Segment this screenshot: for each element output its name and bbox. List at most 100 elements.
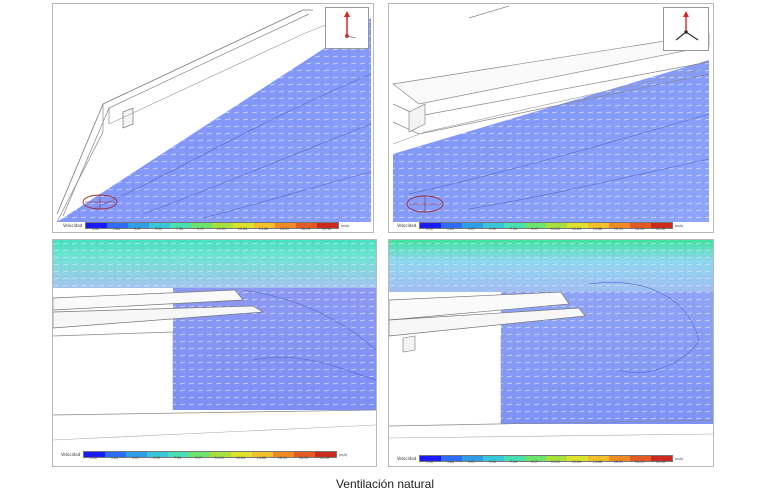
axis-gizmo-icon[interactable] xyxy=(663,7,709,51)
legend-unit: (m/s) xyxy=(339,452,348,457)
legend-swatch xyxy=(233,223,254,228)
legend-tick-label: 14.68 xyxy=(258,227,269,231)
legend-tick-label: 0.00 xyxy=(91,227,100,231)
legend-swatch xyxy=(149,223,170,228)
legend-tick-label: 12.84 xyxy=(571,460,582,464)
legend-swatch xyxy=(483,456,504,461)
legend-unit: (m/s) xyxy=(675,456,684,461)
legend-swatch xyxy=(273,452,294,457)
legend-swatch xyxy=(546,456,567,461)
legend-tick-label: 5.50 xyxy=(152,456,161,460)
legend-unit: (m/s) xyxy=(341,223,350,228)
legend-swatch xyxy=(462,223,483,228)
legend-swatch xyxy=(546,223,567,228)
velocity-legend: Velocidad (m/s) 0.00 1.84 3.67 5.50 7.34 9.17… xyxy=(397,454,703,464)
legend-tick-label: 1.84 xyxy=(110,456,119,460)
legend-swatch xyxy=(231,452,252,457)
legend-colorbar xyxy=(419,455,673,462)
legend-tick-label: 12.84 xyxy=(237,227,248,231)
legend-tick-label: 11.01 xyxy=(216,227,227,231)
legend-tick-label: 0.00 xyxy=(425,227,434,231)
legend-tick-label: 20.18 xyxy=(655,460,666,464)
legend-tick-label: 9.17 xyxy=(530,227,539,231)
legend-swatch xyxy=(420,456,441,461)
legend-tick-label: 3.67 xyxy=(467,227,476,231)
legend-swatch xyxy=(441,456,462,461)
legend-swatch xyxy=(462,456,483,461)
legend-tick-label: 9.17 xyxy=(196,227,205,231)
legend-swatch xyxy=(567,223,588,228)
legend-swatch xyxy=(84,452,105,457)
legend-tick-label: 5.50 xyxy=(488,460,497,464)
legend-label: Velocidad xyxy=(397,456,417,461)
legend-tick-label: 0.00 xyxy=(89,456,98,460)
legend-swatch xyxy=(170,223,191,228)
legend-swatch xyxy=(630,223,651,228)
legend-tick-label: 11.01 xyxy=(550,227,561,231)
legend-swatch xyxy=(525,223,546,228)
legend-swatch xyxy=(105,452,126,457)
legend-swatch xyxy=(189,452,210,457)
cfd-view-bottom-left: Velocidad (m/s) 0.00 1.84 3.67 5.50 7.34 9.17… xyxy=(52,239,377,467)
legend-swatch xyxy=(630,456,651,461)
legend-tick-label: 18.34 xyxy=(634,227,645,231)
legend-swatch xyxy=(107,223,128,228)
legend-tick-label: 18.34 xyxy=(298,456,309,460)
legend-tick-label: 14.68 xyxy=(592,227,603,231)
legend-tick-label: 12.84 xyxy=(235,456,246,460)
legend-swatch xyxy=(420,223,441,228)
legend-tick-label: 11.01 xyxy=(550,460,561,464)
legend-swatch xyxy=(212,223,233,228)
legend-tick-label: 5.50 xyxy=(154,227,163,231)
legend-tick-label: 18.34 xyxy=(300,227,311,231)
legend-unit: (m/s) xyxy=(675,223,684,228)
legend-swatch xyxy=(609,456,630,461)
legend-swatch xyxy=(252,452,273,457)
legend-swatch xyxy=(275,223,296,228)
legend-swatch xyxy=(504,456,525,461)
legend-swatch xyxy=(126,452,147,457)
legend-tick-label: 20.18 xyxy=(321,227,332,231)
legend-swatch xyxy=(609,223,630,228)
legend-swatch xyxy=(147,452,168,457)
velocity-legend: Velocidad (m/s) 0.00 1.84 3.67 5.50 7.34 9.17… xyxy=(61,450,367,460)
legend-swatch xyxy=(294,452,315,457)
legend-swatch xyxy=(317,223,338,228)
legend-tick-label: 7.34 xyxy=(509,227,518,231)
velocity-legend: Velocidad (m/s) 0.00 1.84 3.67 5.50 7.34 9.17… xyxy=(63,221,363,231)
legend-tick-label: 14.68 xyxy=(592,460,603,464)
legend-tick-label: 7.34 xyxy=(173,456,182,460)
legend-swatch xyxy=(588,223,609,228)
legend-tick-label: 7.34 xyxy=(175,227,184,231)
legend-swatch xyxy=(651,456,672,461)
legend-tick-label: 16.51 xyxy=(613,227,624,231)
legend-swatch xyxy=(191,223,212,228)
legend-tick-label: 16.51 xyxy=(613,460,624,464)
legend-tick-label: 18.34 xyxy=(634,460,645,464)
legend-tick-label: 1.84 xyxy=(446,227,455,231)
legend-swatch xyxy=(588,456,609,461)
legend-tick-label: 5.50 xyxy=(488,227,497,231)
legend-tick-label: 12.84 xyxy=(571,227,582,231)
axis-gizmo-icon[interactable] xyxy=(325,7,369,49)
legend-label: Velocidad xyxy=(63,223,83,228)
legend-tick-label: 16.51 xyxy=(279,227,290,231)
legend-tick-label: 9.17 xyxy=(530,460,539,464)
legend-swatch xyxy=(651,223,672,228)
legend-swatch xyxy=(483,223,504,228)
legend-tick-label: 20.18 xyxy=(655,227,666,231)
legend-ticks: 0.00 1.84 3.67 5.50 7.34 9.17 11.01 12.84 14.68 1… xyxy=(83,456,335,460)
legend-colorbar xyxy=(83,451,337,458)
legend-swatch xyxy=(168,452,189,457)
cfd-view-top-left: Velocidad (m/s) 0.00 1.84 3.67 5.50 7.34 9.17… xyxy=(52,3,374,233)
legend-swatch xyxy=(86,223,107,228)
legend-ticks: 0.00 1.84 3.67 5.50 7.34 9.17 11.01 12.84 14.68 1… xyxy=(85,227,337,231)
legend-swatch xyxy=(525,456,546,461)
velocity-legend: Velocidad (m/s) 0.00 1.84 3.67 5.50 7.34 9.17… xyxy=(397,221,703,231)
legend-swatch xyxy=(567,456,588,461)
legend-swatch xyxy=(315,452,336,457)
legend-swatch xyxy=(128,223,149,228)
cfd-view-bottom-right: Velocidad (m/s) 0.00 1.84 3.67 5.50 7.34 9.17… xyxy=(388,239,714,467)
legend-swatch xyxy=(254,223,275,228)
legend-tick-label: 1.84 xyxy=(112,227,121,231)
